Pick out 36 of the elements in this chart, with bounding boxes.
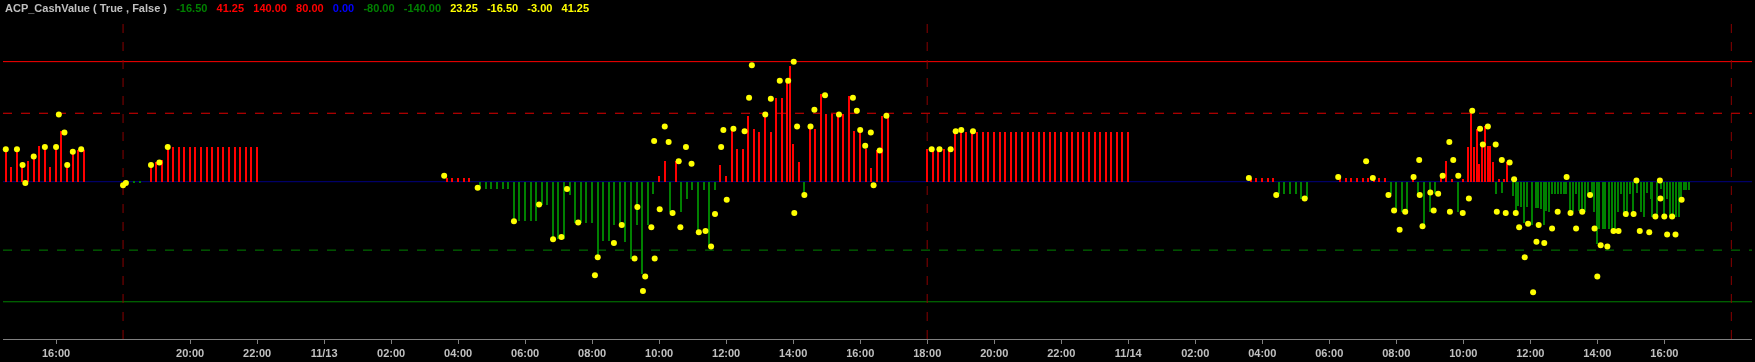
- x-tick-label: 12:00: [712, 347, 741, 360]
- x-tick-label: 18:00: [913, 347, 942, 360]
- text: 140.00: [253, 2, 287, 14]
- text: 0.00: [332, 2, 355, 14]
- x-tick-label: 04:00: [1248, 347, 1277, 360]
- x-tick-label: 04:00: [444, 347, 473, 360]
- x-tick-label: 22:00: [243, 347, 272, 360]
- x-tick-label: 08:00: [578, 347, 607, 360]
- text: 41.25: [561, 2, 590, 14]
- x-tick-label: 06:00: [1315, 347, 1344, 360]
- x-tick-label: 16:00: [1650, 347, 1679, 360]
- x-tick-label: 11/13: [310, 347, 338, 360]
- x-tick-label: 16:00: [41, 347, 71, 360]
- text: 23.25: [450, 2, 478, 14]
- x-tick-label: 10:00: [1449, 347, 1478, 360]
- text: -16.50: [486, 2, 519, 14]
- x-tick-label: 22:00: [1047, 347, 1076, 360]
- text: -140.00: [403, 2, 442, 14]
- x-tick-label: 02:00: [1181, 347, 1210, 360]
- x-tick-label: 14:00: [779, 347, 808, 360]
- x-tick-label: 02:00: [377, 347, 406, 360]
- x-tick-label: 16:00: [846, 347, 875, 360]
- x-tick-label: 11/14: [1114, 347, 1143, 360]
- text: -80.00: [363, 2, 395, 14]
- text: -16.50: [176, 2, 208, 14]
- text: 80.00: [296, 2, 324, 14]
- x-tick-label: 06:00: [511, 347, 540, 360]
- x-tick-label: 08:00: [1382, 347, 1411, 360]
- text: 41.25: [216, 2, 245, 14]
- x-tick-label: 10:00: [645, 347, 674, 360]
- text: -3.00: [527, 2, 553, 14]
- x-tick-label: 14:00: [1583, 347, 1612, 360]
- x-tick-label: 20:00: [176, 347, 205, 360]
- chart-title: ACP_CashValue ( True , False ): [5, 2, 168, 14]
- x-tick-label: 20:00: [980, 347, 1009, 360]
- x-tick-label: 12:00: [1516, 347, 1545, 360]
